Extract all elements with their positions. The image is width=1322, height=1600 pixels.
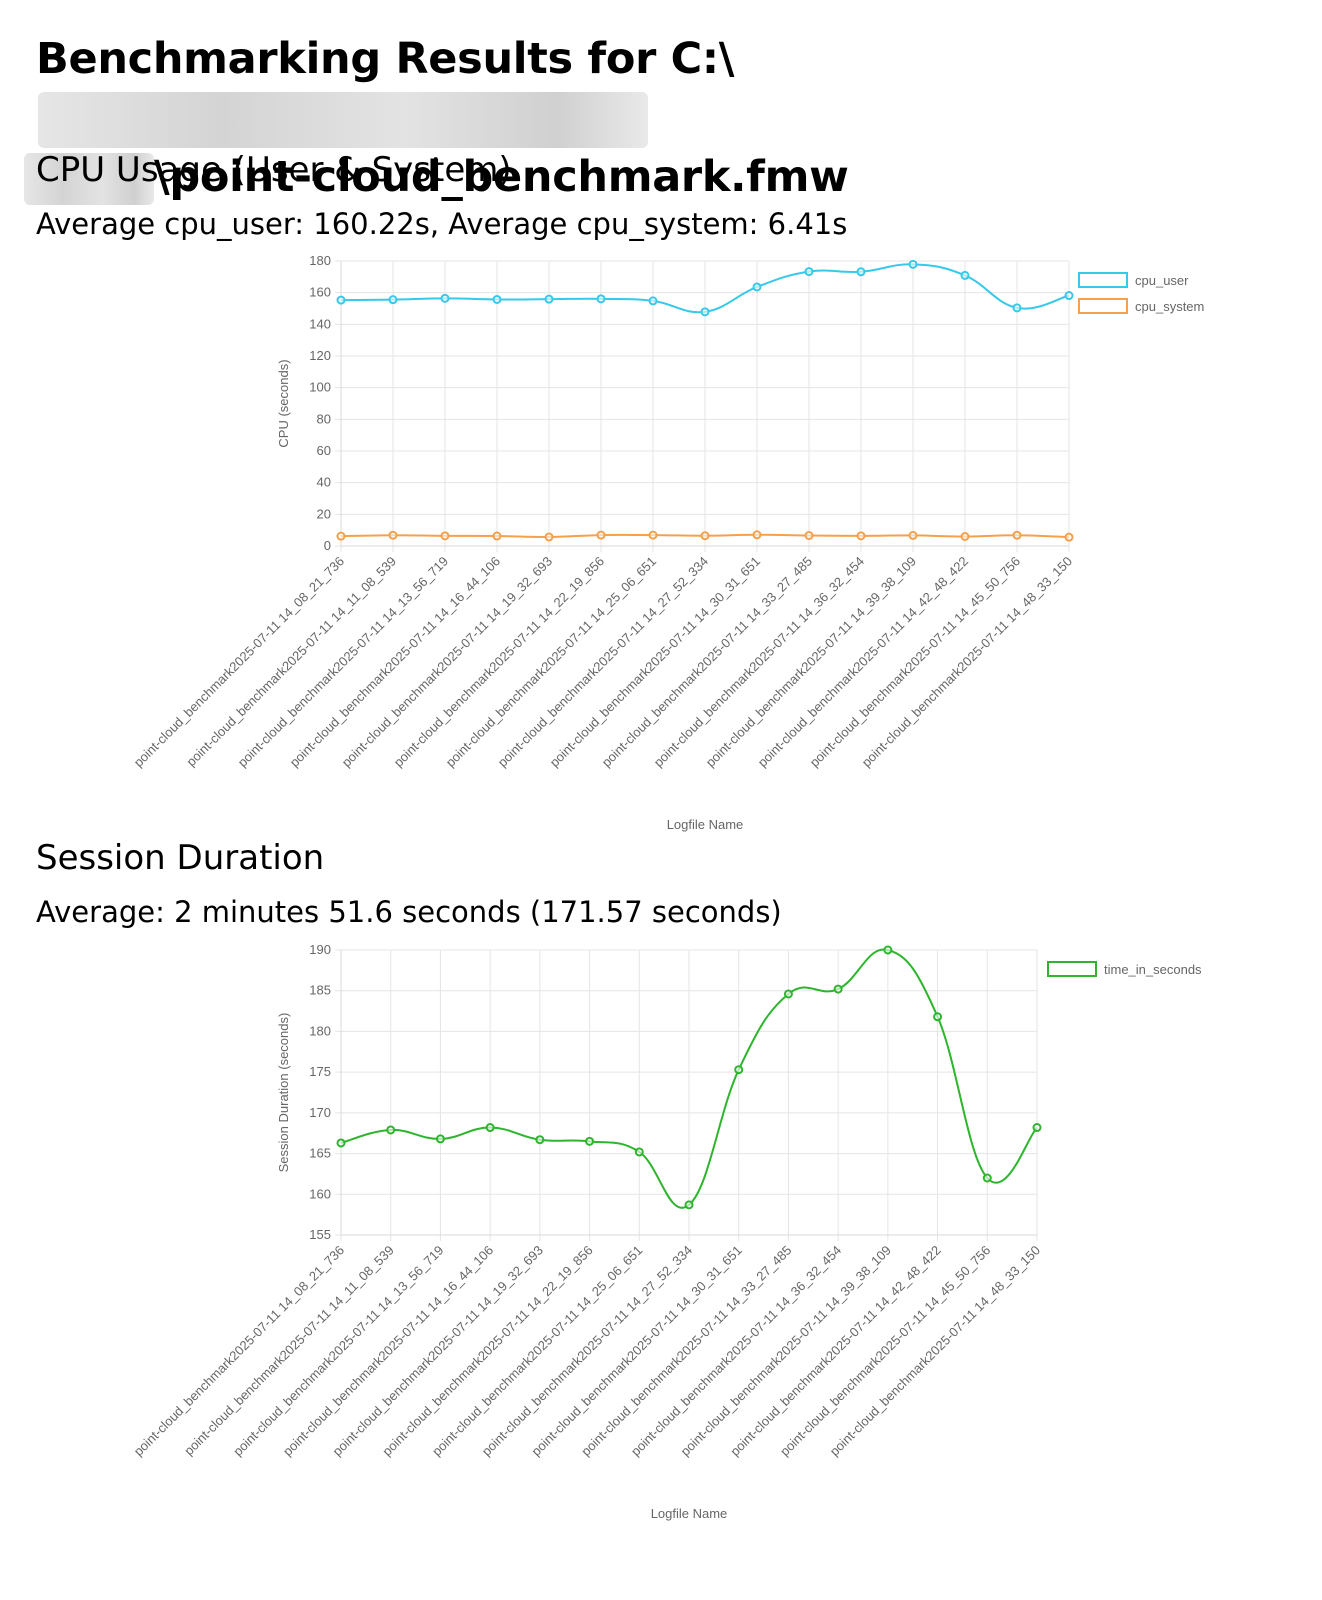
data-point-cpu_system (856, 531, 866, 541)
x-axis-title: Logfile Name (651, 1506, 728, 1521)
data-point-time_in_seconds (734, 1065, 744, 1075)
data-point-cpu_user (544, 294, 554, 304)
legend-swatch-time_in_seconds (1047, 961, 1097, 977)
y-tick-label: 175 (309, 1064, 331, 1079)
data-point-time_in_seconds (585, 1136, 595, 1146)
data-point-cpu_user (388, 295, 398, 305)
data-point-cpu_user (336, 295, 346, 305)
data-point-time_in_seconds (386, 1125, 396, 1135)
data-point-time_in_seconds (435, 1134, 445, 1144)
data-point-cpu_user (960, 270, 970, 280)
legend-label-cpu_user: cpu_user (1135, 273, 1189, 288)
redacted-path-block (24, 153, 154, 205)
data-point-cpu_system (1064, 532, 1074, 542)
data-point-time_in_seconds (833, 984, 843, 994)
data-point-cpu_user (856, 267, 866, 277)
data-point-cpu_user (648, 296, 658, 306)
y-tick-label: 140 (309, 316, 331, 331)
data-point-cpu_system (908, 530, 918, 540)
cpu-usage-chart: 020406080100120140160180point-cloud_benc… (131, 253, 1205, 832)
data-point-cpu_user (440, 293, 450, 303)
y-tick-label: 170 (309, 1105, 331, 1120)
data-point-cpu_system (544, 532, 554, 542)
data-point-cpu_system (700, 531, 710, 541)
legend-swatch-cpu_system (1078, 298, 1128, 314)
data-point-time_in_seconds (336, 1138, 346, 1148)
y-tick-label: 160 (309, 1186, 331, 1201)
series-cpu_user (336, 259, 1074, 317)
duration-average-summary: Average: 2 minutes 51.6 seconds (171.57 … (36, 895, 782, 929)
data-point-cpu_user (700, 307, 710, 317)
y-tick-label: 60 (317, 443, 331, 458)
x-axis-title: Logfile Name (667, 817, 744, 832)
data-point-cpu_system (388, 530, 398, 540)
title-prefix: Benchmarking Results for C:\ (36, 34, 735, 84)
y-tick-label: 155 (309, 1227, 331, 1242)
data-point-cpu_user (908, 259, 918, 269)
y-tick-label: 0 (324, 538, 331, 553)
series-cpu_system (336, 530, 1074, 542)
cpu-average-summary: Average cpu_user: 160.22s, Average cpu_s… (36, 207, 848, 241)
data-point-time_in_seconds (1032, 1123, 1042, 1133)
page-title: Benchmarking Results for C:\ \point-clou… (24, 30, 1296, 206)
y-axis-title: CPU (seconds) (276, 359, 291, 447)
data-point-cpu_user (1064, 291, 1074, 301)
cpu-section-heading: CPU Usage (User & System) (36, 150, 512, 190)
y-tick-label: 40 (317, 475, 331, 490)
data-point-time_in_seconds (933, 1012, 943, 1022)
y-tick-label: 180 (309, 1023, 331, 1038)
data-point-cpu_system (492, 531, 502, 541)
data-point-cpu_user (492, 294, 502, 304)
data-point-cpu_system (1012, 530, 1022, 540)
data-point-cpu_system (648, 530, 658, 540)
title-suffix: \point-cloud_benchmark.fmw (154, 151, 849, 202)
data-point-cpu_system (336, 531, 346, 541)
y-tick-label: 165 (309, 1146, 331, 1161)
data-point-cpu_user (1012, 303, 1022, 313)
y-tick-label: 20 (317, 506, 331, 521)
y-tick-label: 100 (309, 380, 331, 395)
data-point-cpu_system (752, 530, 762, 540)
data-point-cpu_user (804, 267, 814, 277)
data-point-cpu_system (960, 532, 970, 541)
data-point-time_in_seconds (982, 1173, 992, 1183)
redacted-path-block (38, 91, 648, 148)
y-tick-label: 120 (309, 348, 331, 363)
series-time_in_seconds (336, 945, 1042, 1210)
y-tick-label: 160 (309, 285, 331, 300)
data-point-time_in_seconds (485, 1123, 495, 1133)
y-tick-label: 80 (317, 411, 331, 426)
duration-section-heading: Session Duration (36, 838, 325, 878)
y-tick-label: 190 (309, 942, 331, 957)
legend-label-time_in_seconds: time_in_seconds (1104, 962, 1202, 977)
data-point-cpu_system (596, 530, 606, 540)
data-point-time_in_seconds (684, 1200, 694, 1210)
data-point-time_in_seconds (535, 1135, 545, 1145)
data-point-cpu_system (804, 531, 814, 541)
y-axis-title: Session Duration (seconds) (276, 1013, 291, 1173)
data-point-time_in_seconds (634, 1147, 644, 1157)
y-tick-label: 185 (309, 983, 331, 998)
data-point-cpu_user (596, 294, 606, 304)
data-point-time_in_seconds (883, 945, 893, 955)
data-point-time_in_seconds (783, 989, 793, 999)
y-tick-label: 180 (309, 253, 331, 268)
series-line-time_in_seconds (340, 948, 1038, 1209)
gridlines (335, 949, 1038, 1241)
legend-label-cpu_system: cpu_system (1135, 299, 1204, 314)
data-point-cpu_user (752, 282, 762, 292)
legend-swatch-cpu_user (1078, 272, 1128, 288)
data-point-cpu_system (440, 531, 450, 541)
